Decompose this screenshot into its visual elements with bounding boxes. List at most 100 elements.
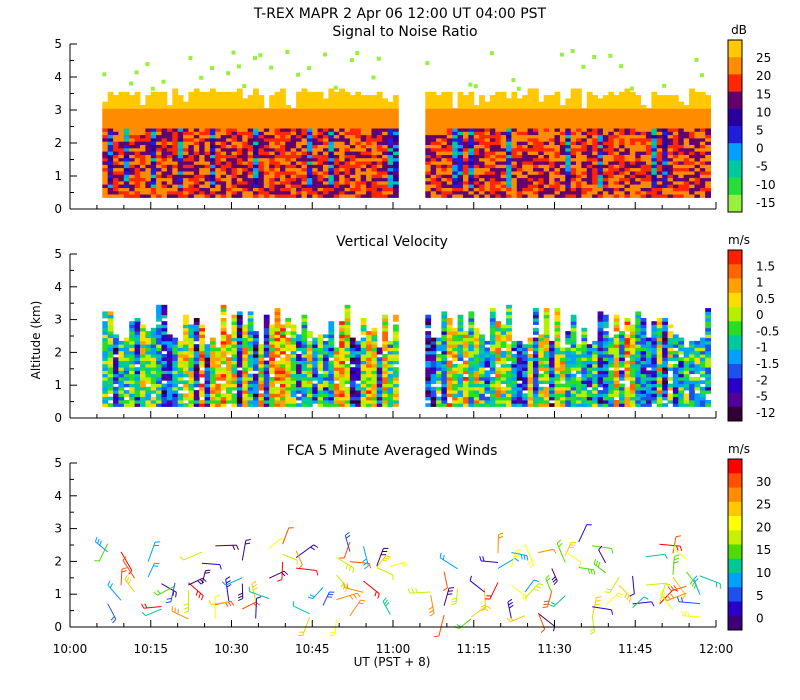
heatmap-cell xyxy=(306,400,313,404)
heatmap-cell xyxy=(452,331,458,335)
heatmap-cell xyxy=(134,157,141,162)
heatmap-cell xyxy=(559,184,566,188)
heatmap-cell xyxy=(199,75,204,80)
heatmap-cell xyxy=(624,138,631,142)
heatmap-cell xyxy=(344,128,351,132)
heatmap-cell xyxy=(274,308,281,312)
heatmap-cell xyxy=(269,131,275,136)
colorbar-label: -5 xyxy=(756,160,768,174)
heatmap-cell xyxy=(183,370,189,375)
heatmap-cell xyxy=(586,105,593,109)
heatmap-cell xyxy=(446,187,453,192)
heatmap-cell xyxy=(689,161,695,165)
heatmap-cell xyxy=(312,344,319,348)
heatmap-cell xyxy=(328,187,335,192)
heatmap-cell xyxy=(102,377,109,381)
heatmap-cell xyxy=(134,134,141,139)
heatmap-cell xyxy=(527,124,534,129)
heatmap-cell xyxy=(306,390,313,394)
heatmap-cell xyxy=(113,141,119,145)
heatmap-cell xyxy=(689,101,695,106)
heatmap-cell xyxy=(285,121,292,126)
heatmap-cell xyxy=(156,304,162,309)
heatmap-cell xyxy=(355,184,362,188)
heatmap-cell xyxy=(188,347,195,352)
heatmap-cell xyxy=(446,157,453,162)
heatmap-cell xyxy=(123,167,130,172)
heatmap-cell xyxy=(258,393,265,398)
heatmap-cell xyxy=(140,337,146,342)
heatmap-cell xyxy=(576,157,582,162)
heatmap-cell xyxy=(705,118,711,122)
heatmap-cell xyxy=(446,373,453,378)
heatmap-cell xyxy=(640,144,647,149)
heatmap-cell xyxy=(134,184,141,188)
heatmap-cell xyxy=(371,187,378,192)
heatmap-cell xyxy=(107,134,114,139)
heatmap-cell xyxy=(425,95,432,99)
heatmap-cell xyxy=(199,108,205,112)
heatmap-cell xyxy=(274,151,281,155)
heatmap-cell xyxy=(150,360,157,365)
heatmap-cell xyxy=(468,334,475,339)
heatmap-cell xyxy=(366,105,372,109)
heatmap-cell xyxy=(629,164,636,169)
heatmap-cell xyxy=(161,370,168,375)
heatmap-cell xyxy=(376,370,383,375)
heatmap-cell xyxy=(280,357,286,361)
heatmap-cell xyxy=(129,190,135,195)
heatmap-cell xyxy=(667,151,674,155)
heatmap-cell xyxy=(123,190,130,195)
heatmap-cell xyxy=(210,177,216,182)
heatmap-cell xyxy=(204,98,211,103)
heatmap-cell xyxy=(565,121,572,126)
heatmap-cell xyxy=(629,108,636,112)
heatmap-cell xyxy=(592,105,598,109)
heatmap-cell xyxy=(457,327,464,332)
heatmap-cell xyxy=(452,187,458,192)
heatmap-cell xyxy=(371,180,378,185)
heatmap-cell xyxy=(172,121,179,126)
heatmap-cell xyxy=(312,124,319,129)
heatmap-cell xyxy=(301,111,308,116)
heatmap-cell xyxy=(387,131,394,136)
heatmap-cell xyxy=(204,144,211,149)
heatmap-cell xyxy=(436,177,442,182)
heatmap-cell xyxy=(441,111,448,116)
heatmap-cell xyxy=(662,147,668,152)
heatmap-cell xyxy=(339,114,345,119)
heatmap-cell xyxy=(382,331,388,335)
heatmap-cell xyxy=(177,363,184,368)
heatmap-cell xyxy=(597,151,604,155)
heatmap-cell xyxy=(371,128,378,132)
heatmap-cell xyxy=(113,390,119,394)
heatmap-cell xyxy=(366,98,372,103)
heatmap-cell xyxy=(699,184,706,188)
heatmap-cell xyxy=(193,190,200,195)
heatmap-cell xyxy=(667,167,674,172)
heatmap-cell xyxy=(199,340,205,345)
heatmap-cell xyxy=(441,324,448,329)
heatmap-cell xyxy=(452,180,458,185)
heatmap-cell xyxy=(199,174,205,179)
heatmap-cell xyxy=(538,157,545,162)
heatmap-cell xyxy=(586,95,593,99)
heatmap-cell xyxy=(102,167,109,172)
heatmap-cell xyxy=(188,357,195,361)
heatmap-cell xyxy=(183,327,189,332)
heatmap-cell xyxy=(107,390,114,394)
heatmap-cell xyxy=(635,118,642,122)
heatmap-cell xyxy=(161,344,168,348)
heatmap-cell xyxy=(328,327,335,332)
heatmap-cell xyxy=(565,138,572,142)
heatmap-cell xyxy=(592,171,598,175)
heatmap-cell xyxy=(387,194,394,198)
heatmap-cell xyxy=(387,174,394,179)
heatmap-cell xyxy=(215,177,222,182)
heatmap-cell xyxy=(150,363,157,368)
heatmap-cell xyxy=(253,337,259,342)
heatmap-cell xyxy=(452,403,458,407)
heatmap-cell xyxy=(290,190,297,195)
heatmap-cell xyxy=(355,370,362,375)
heatmap-cell xyxy=(624,157,631,162)
